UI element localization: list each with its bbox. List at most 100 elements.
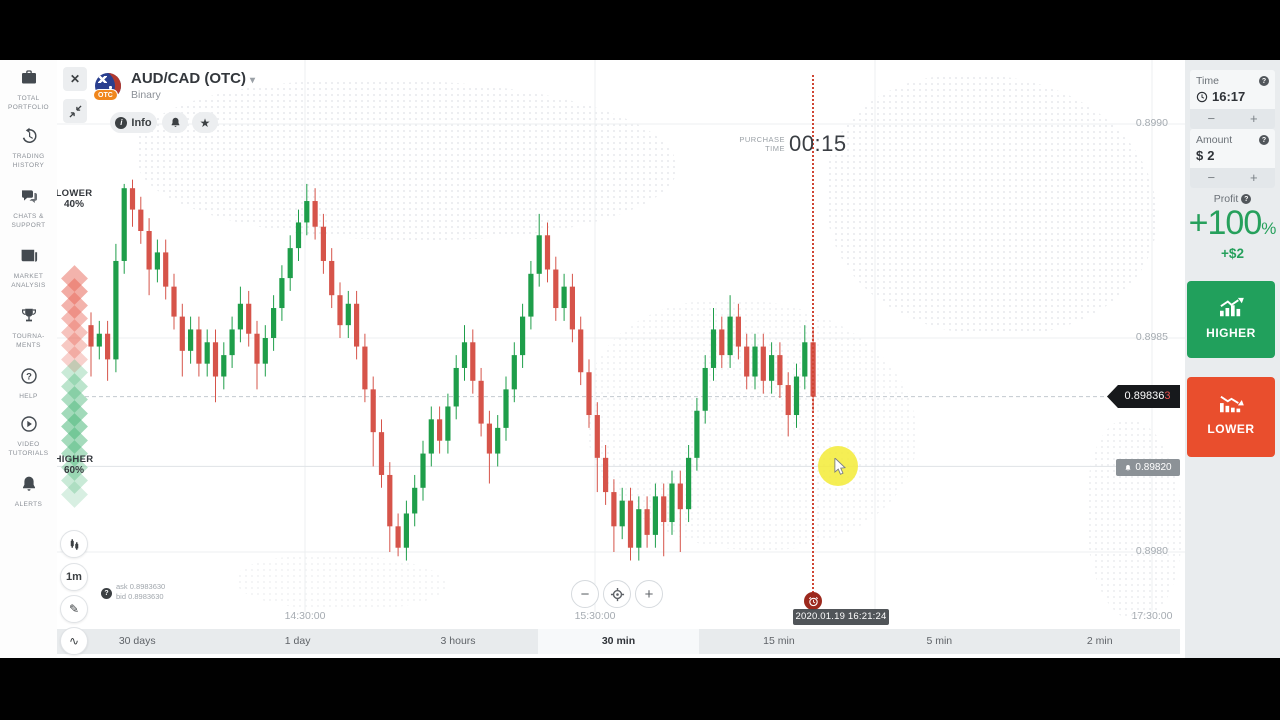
trade-panel: Time ? 16:17 − + Amount (1185, 60, 1280, 658)
sentiment-lower: LOWER 40% (54, 188, 94, 210)
deadline-tooltip: 2020.01.19 16:21:24 (793, 609, 889, 625)
candle (677, 483, 683, 510)
info-button[interactable]: i Info (110, 112, 157, 133)
candle (196, 329, 202, 364)
candle (760, 346, 766, 381)
sidebar-item-label: TRADING HISTORY (12, 153, 45, 169)
time-increase-button[interactable]: + (1249, 111, 1258, 126)
sidebar-item-video-tutorials[interactable]: VIDEO TUTORIALS (0, 414, 57, 458)
timeframe-button-5-min[interactable]: 5 min (926, 635, 953, 647)
time-label: Time (1196, 75, 1219, 87)
candle (378, 432, 385, 475)
profit-amount: +$2 (1221, 246, 1244, 261)
timeframe-button-1-day[interactable]: 1 day (284, 635, 311, 647)
candle (793, 376, 800, 416)
sidebar-item-help[interactable]: ? HELP (0, 366, 57, 402)
candle (312, 201, 318, 227)
left-sidebar: TOTAL PORTFOLIO TRADING HISTORY CHATS & SU… (0, 60, 57, 658)
worldmap-decoration (237, 555, 447, 610)
candle (345, 303, 351, 326)
candle (188, 329, 194, 351)
candle (752, 346, 758, 377)
chart-type-button[interactable] (60, 530, 88, 558)
chart-area[interactable] (57, 60, 1185, 658)
timeframe-button-2-min[interactable]: 2 min (1086, 635, 1113, 647)
zoom-in-button[interactable]: + (635, 580, 663, 608)
time-card: Time ? 16:17 − + (1190, 70, 1275, 129)
candle (387, 474, 393, 527)
otc-badge: OTC (93, 89, 118, 101)
amount-decrease-button[interactable]: − (1207, 170, 1216, 185)
candle (412, 487, 418, 514)
amount-value[interactable]: $2 (1196, 148, 1215, 163)
bid-value: 0.8983630 (128, 592, 164, 601)
indicators-button[interactable]: ∿ (60, 627, 88, 655)
amount-increase-button[interactable]: + (1249, 170, 1258, 185)
candle (163, 252, 169, 287)
drawing-tools-button[interactable]: ✎ (60, 595, 88, 623)
sidebar-item-chats-support[interactable]: CHATS & SUPPORT (0, 186, 57, 230)
candle (561, 286, 567, 309)
timeframe-button-30-days[interactable]: 30 days (118, 635, 156, 647)
asset-selector[interactable]: AUD/CAD (OTC) ▾ (131, 70, 255, 87)
candle (271, 308, 277, 338)
candle (702, 367, 708, 411)
sidebar-item-tourna-ments[interactable]: TOURNA- MENTS (0, 306, 57, 350)
timeframe-button-15-min[interactable]: 15 min (763, 635, 795, 647)
time-decrease-button[interactable]: − (1207, 111, 1216, 126)
candle (652, 496, 658, 535)
candle (661, 496, 667, 523)
purchase-time-countdown: 00:15 (789, 131, 847, 156)
timeframe-button-3-hours[interactable]: 3 hours (440, 635, 476, 647)
history-icon (19, 127, 39, 150)
candle (428, 419, 434, 454)
candle (470, 342, 476, 381)
autoscale-button[interactable] (603, 580, 631, 608)
asset-flag-icon: OTC (93, 73, 124, 102)
candle (694, 410, 700, 458)
candlestick-chart[interactable] (57, 60, 1185, 658)
candle (105, 333, 111, 360)
quote-help-icon[interactable]: ? (101, 588, 112, 599)
candle (370, 389, 376, 433)
worldmap-decoration (827, 75, 1157, 335)
sentiment-higher-value: 60% (63, 465, 84, 476)
candle (528, 273, 534, 317)
sidebar-item-market-analysis[interactable]: MARKET ANALYSIS (0, 246, 57, 290)
price-axis-label: 0.8990 (1135, 117, 1168, 129)
candle (495, 427, 501, 454)
collapse-chart-button[interactable] (63, 99, 87, 123)
sidebar-item-total-portfolio[interactable]: TOTAL PORTFOLIO (0, 68, 57, 112)
alert-price-tag[interactable]: 0.89820 (1116, 459, 1180, 476)
clock-icon (1196, 91, 1208, 102)
expiry-time-value[interactable]: 16:17 (1190, 87, 1275, 109)
video-icon (19, 416, 39, 438)
lower-button[interactable]: LOWER (1187, 377, 1275, 457)
help-icon[interactable]: ? (1259, 76, 1269, 86)
collapse-icon (68, 104, 82, 118)
candle (229, 329, 235, 356)
zoom-out-button[interactable]: − (571, 580, 599, 608)
candle (179, 316, 185, 351)
candle (320, 226, 326, 261)
candle (461, 342, 468, 368)
candle (486, 423, 492, 454)
candle (503, 389, 509, 428)
candle (777, 355, 783, 386)
timeframe-button-30-min[interactable]: 30 min (538, 629, 699, 654)
help-icon[interactable]: ? (1241, 194, 1252, 204)
candle (785, 385, 791, 416)
candle (138, 209, 144, 231)
alert-bell-button[interactable] (162, 112, 188, 133)
candle (437, 419, 443, 441)
close-chart-button[interactable]: ✕ (63, 67, 87, 91)
higher-button[interactable]: HIGHER (1187, 281, 1275, 358)
favorite-button[interactable]: ★ (192, 112, 218, 133)
purchase-deadline-marker[interactable] (804, 592, 822, 610)
candle (453, 367, 459, 407)
sidebar-item-alerts[interactable]: ALERTS (0, 474, 57, 510)
sidebar-item-trading-history[interactable]: TRADING HISTORY (0, 126, 57, 170)
candle-interval-button[interactable]: 1m (60, 563, 88, 591)
timeframe-bar: 30 days 1 day 3 hours 30 min 15 min 5 min 2 mi… (57, 629, 1180, 654)
help-icon[interactable]: ? (1259, 135, 1269, 145)
